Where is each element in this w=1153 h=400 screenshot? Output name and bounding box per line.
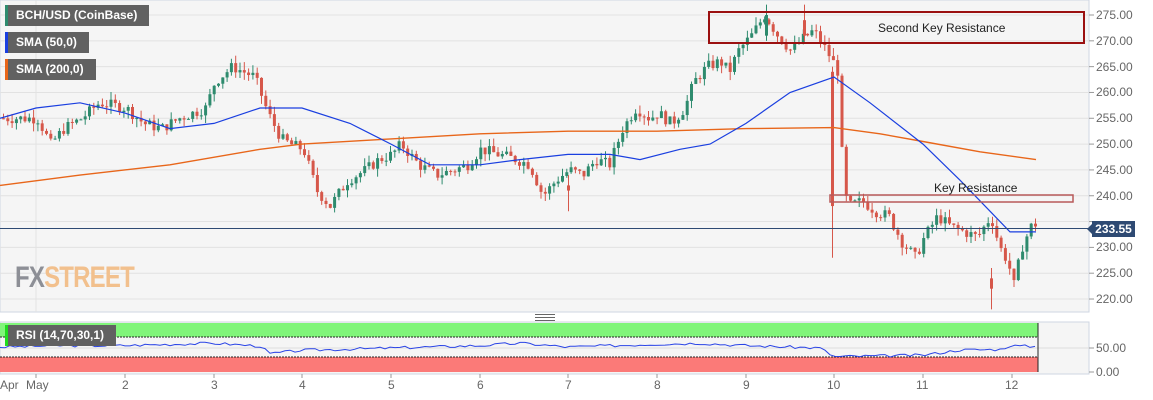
rsi-tick-label: 0.00 <box>1096 365 1120 379</box>
sma50-line <box>0 76 1036 233</box>
legend-rsi-label: RSI (14,70,30,1) <box>16 328 105 342</box>
price-tick-label: 225.00 <box>1096 266 1133 281</box>
date-tick-label: 3 <box>211 378 218 392</box>
second-key-resistance-box[interactable] <box>708 11 1085 44</box>
date-tick-label: 10 <box>827 378 841 392</box>
price-tick-label: 275.00 <box>1096 8 1133 22</box>
price-tick-label: 240.00 <box>1096 188 1133 203</box>
price-pane[interactable] <box>0 0 1089 312</box>
legend-sma50-label: SMA (50,0) <box>16 35 77 49</box>
price-tick-label: 270.00 <box>1096 33 1133 48</box>
candlesticks <box>2 4 1037 310</box>
date-tick-label: 2 <box>122 378 129 392</box>
rsi-color-marker <box>5 325 8 346</box>
rsi-bands <box>0 323 1089 372</box>
date-tick-label: 4 <box>299 378 306 392</box>
fxstreet-watermark: FXSTREET <box>15 261 135 294</box>
date-tick-label: 8 <box>654 378 661 392</box>
date-tick-label: 9 <box>743 378 750 392</box>
last-price-badge: 233.55 <box>1087 221 1135 237</box>
pane-resize-handle[interactable] <box>535 314 555 321</box>
date-tick-label: 12 <box>1005 378 1019 392</box>
date-tick-label: 5 <box>388 378 395 392</box>
sma200-line <box>0 126 1037 187</box>
price-tick-label: 230.00 <box>1096 240 1133 255</box>
price-tick-label: 260.00 <box>1096 85 1133 100</box>
legend-sma200[interactable]: SMA (200,0) <box>5 59 96 80</box>
price-tick-label: 245.00 <box>1096 162 1133 177</box>
price-tick-label: 220.00 <box>1096 292 1133 307</box>
key-resistance-box[interactable] <box>829 194 1074 203</box>
legend-symbol[interactable]: BCH/USD (CoinBase) <box>5 5 150 26</box>
date-tick-label: May <box>26 378 49 392</box>
sma50-color-marker <box>5 32 8 53</box>
date-tick-label: 7 <box>565 378 572 392</box>
sma200-color-marker <box>5 59 8 80</box>
key-resistance-label: Key Resistance <box>934 181 1018 195</box>
rsi-tick-label: 50.00 <box>1096 341 1127 355</box>
symbol-color-marker <box>5 5 8 26</box>
rsi-line <box>0 341 1036 358</box>
date-tick-label: 6 <box>477 378 484 392</box>
legend-sma50[interactable]: SMA (50,0) <box>5 32 89 53</box>
second-key-resistance-label: Second Key Resistance <box>878 21 1006 35</box>
date-tick-label: Apr <box>0 378 19 392</box>
price-tick-label: 255.00 <box>1096 111 1133 126</box>
date-tick-label: 11 <box>916 378 929 392</box>
price-tick-label: 250.00 <box>1096 137 1133 152</box>
legend-symbol-label: BCH/USD (CoinBase) <box>16 8 138 22</box>
legend-rsi[interactable]: RSI (14,70,30,1) <box>5 325 117 346</box>
legend-sma200-label: SMA (200,0) <box>16 62 84 76</box>
price-tick-label: 265.00 <box>1096 59 1133 74</box>
